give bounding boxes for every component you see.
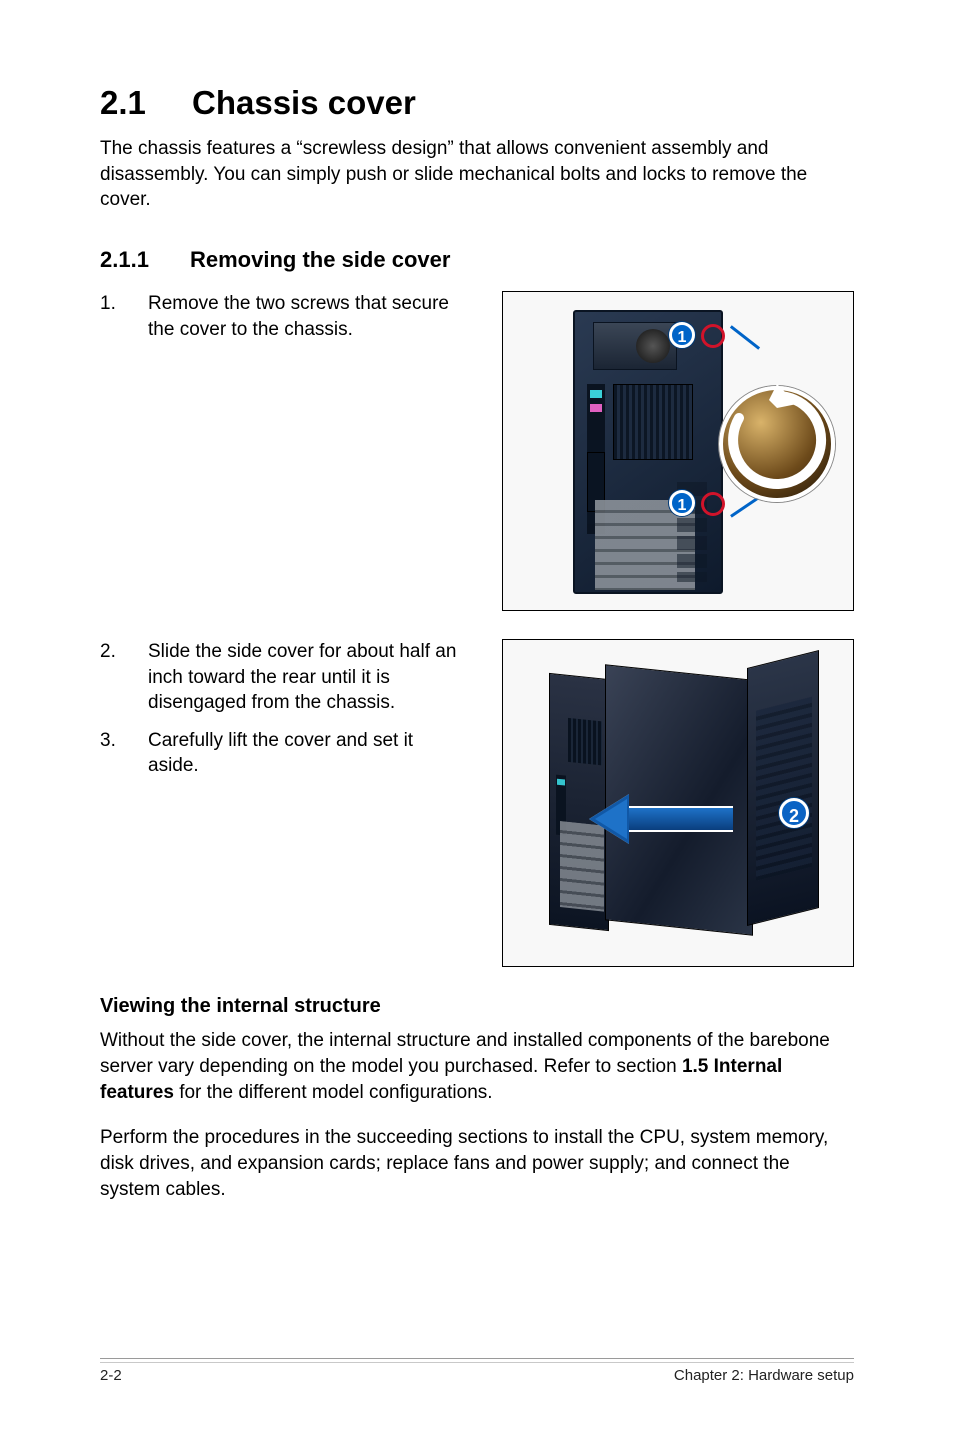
callout-badge: 1 — [669, 322, 695, 348]
figure-remove-screws: 1 1 — [502, 291, 854, 611]
figure-slide-cover: 2 — [502, 639, 854, 967]
subheading: Viewing the internal structure — [100, 995, 854, 1018]
vent-grill — [613, 384, 693, 460]
subsection-heading: 2.1.1Removing the side cover — [100, 247, 854, 273]
intro-paragraph: The chassis features a “screwless design… — [100, 136, 854, 213]
list-item: 1. Remove the two screws that secure the… — [100, 291, 460, 342]
subsection-number: 2.1.1 — [100, 247, 190, 273]
step-text: Slide the side cover for about half an i… — [148, 639, 460, 716]
step-row-1: 1. Remove the two screws that secure the… — [100, 291, 854, 611]
step-number: 3. — [100, 728, 148, 779]
section-number: 2.1 — [100, 84, 192, 122]
section-heading: 2.1Chassis cover — [100, 84, 854, 122]
subsection-title: Removing the side cover — [190, 247, 450, 272]
vent-grill — [568, 718, 602, 766]
chassis-front-face — [747, 650, 819, 926]
rotate-arrow-icon — [719, 382, 835, 498]
chassis-rear-panel — [573, 310, 723, 594]
step-text: Carefully lift the cover and set it asid… — [148, 728, 460, 779]
slide-arrow-icon — [589, 796, 739, 842]
callout-ring — [701, 324, 725, 348]
lead-line — [730, 325, 760, 350]
step-text: Remove the two screws that secure the co… — [148, 291, 460, 342]
list-item: 2. Slide the side cover for about half a… — [100, 639, 460, 716]
callout-badge: 1 — [669, 490, 695, 516]
psu-fan-icon — [636, 329, 670, 363]
section-title: Chassis cover — [192, 84, 416, 121]
list-item: 3. Carefully lift the cover and set it a… — [100, 728, 460, 779]
paragraph: Perform the procedures in the succeeding… — [100, 1125, 854, 1204]
text: for the different model configurations. — [174, 1082, 493, 1103]
page-number: 2-2 — [100, 1367, 122, 1384]
step-row-2: 2. Slide the side cover for about half a… — [100, 639, 854, 967]
step-number: 2. — [100, 639, 148, 716]
psu-area — [593, 322, 677, 370]
page-footer: 2-2 Chapter 2: Hardware setup — [100, 1358, 854, 1384]
chapter-label: Chapter 2: Hardware setup — [674, 1367, 854, 1384]
step-number: 1. — [100, 291, 148, 342]
callout-badge: 2 — [779, 798, 809, 828]
paragraph: Without the side cover, the internal str… — [100, 1028, 854, 1107]
